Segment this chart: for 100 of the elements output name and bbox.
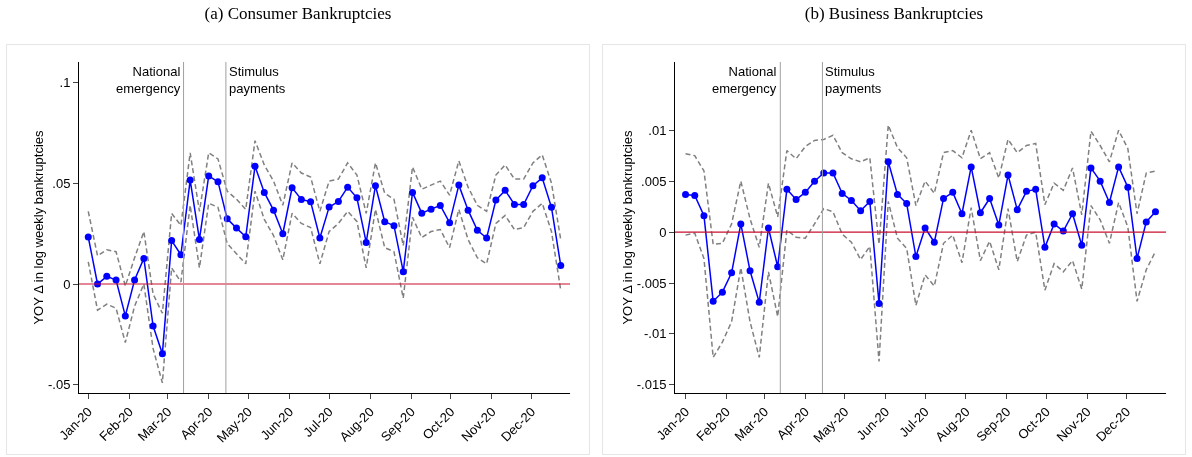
point (103, 272, 111, 280)
point (112, 276, 120, 284)
point (930, 238, 938, 246)
point (709, 297, 717, 305)
line-series (87, 139, 562, 315)
point (811, 177, 819, 185)
point (186, 176, 194, 184)
point (1151, 208, 1159, 216)
line-series (684, 124, 1157, 249)
point (940, 194, 948, 202)
ref-line-label: Stimulus payments (825, 64, 882, 96)
point (381, 218, 389, 226)
point (131, 276, 139, 284)
point (121, 312, 129, 320)
point (446, 219, 454, 227)
point (547, 203, 555, 211)
point (921, 224, 929, 232)
point (307, 198, 315, 206)
point (242, 233, 250, 241)
point (847, 197, 855, 205)
point (1013, 206, 1021, 214)
point (205, 172, 213, 180)
point (168, 237, 176, 245)
point (464, 206, 472, 214)
point (270, 206, 278, 214)
point (691, 191, 699, 199)
point (362, 238, 370, 246)
chart-title: (a) Consumer Bankruptcies (204, 3, 392, 23)
point (1078, 241, 1086, 249)
point (473, 226, 481, 234)
point (149, 322, 157, 330)
point (371, 182, 379, 190)
point (520, 200, 528, 208)
point (260, 188, 268, 196)
line-series (87, 190, 562, 384)
y-tick-label: -.05 (47, 377, 71, 393)
point (746, 267, 754, 275)
point (903, 200, 911, 208)
point (1105, 199, 1113, 207)
point (325, 203, 333, 211)
y-tick-label: -.01 (643, 326, 667, 342)
line-series (684, 200, 1157, 363)
y-tick-label: .005 (641, 173, 667, 189)
point (427, 205, 435, 213)
point (1124, 183, 1132, 191)
point (455, 181, 463, 189)
point (510, 200, 518, 208)
point (875, 299, 883, 307)
point (158, 350, 166, 358)
chart-title: (b) Business Bankruptcies (804, 3, 984, 23)
point (316, 234, 324, 242)
point (866, 198, 874, 206)
point (492, 196, 500, 204)
point (718, 288, 726, 296)
point (838, 189, 846, 197)
point (764, 224, 772, 232)
point (801, 188, 809, 196)
point (409, 188, 417, 196)
point (774, 263, 782, 271)
point (1142, 218, 1150, 226)
point (737, 220, 745, 228)
ref-line-label: Stimulus payments (229, 64, 286, 96)
point (195, 235, 203, 243)
point (1032, 185, 1040, 193)
ref-line-label: National emergency (712, 64, 777, 96)
point (912, 253, 920, 261)
point (1022, 187, 1030, 195)
point (557, 261, 565, 269)
y-tick-label: -.005 (636, 275, 667, 291)
point (390, 222, 398, 230)
point (232, 224, 240, 232)
y-axis-title: YOY Δ in log weekly bankruptcies (31, 129, 46, 325)
point (1115, 163, 1123, 171)
point (297, 195, 305, 203)
ref-line-label: National emergency (116, 64, 181, 96)
y-tick-label: .1 (59, 74, 71, 90)
point (829, 169, 837, 177)
point (251, 162, 259, 170)
y-axis-title: YOY Δ in log weekly bankruptcies (619, 129, 635, 325)
y-tick-label: 0 (63, 276, 71, 292)
point (353, 194, 361, 202)
point (344, 183, 352, 191)
point (214, 178, 222, 186)
point (84, 233, 92, 241)
point (995, 221, 1003, 229)
point (436, 202, 444, 209)
point (334, 197, 342, 205)
point (1133, 255, 1141, 263)
point (279, 230, 287, 238)
point (755, 298, 763, 306)
point (884, 158, 892, 166)
y-tick-label: .05 (52, 175, 71, 191)
point (1004, 171, 1012, 179)
point (958, 210, 966, 218)
point (783, 185, 791, 193)
point (140, 254, 148, 262)
point (857, 207, 865, 215)
point (1041, 243, 1049, 251)
point (986, 194, 994, 202)
point (700, 212, 708, 220)
